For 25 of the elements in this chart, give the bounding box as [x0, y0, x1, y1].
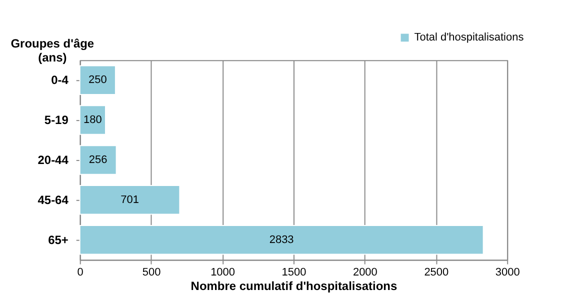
x-tick-label: 1500	[282, 266, 306, 278]
data-label: 250	[88, 74, 107, 86]
x-tick-label: 500	[142, 266, 161, 278]
data-label: 180	[84, 114, 102, 126]
bar	[79, 105, 106, 135]
data-label: 701	[120, 194, 139, 206]
y-tick-label: 45-64	[38, 192, 69, 207]
bar	[79, 65, 116, 95]
bar	[79, 224, 484, 255]
y-tick-label: 0-4	[51, 73, 69, 88]
y-tick-label: 65+	[48, 232, 68, 247]
x-tick-label: 0	[77, 266, 84, 278]
x-tick-label: 2500	[424, 266, 449, 278]
bar	[79, 185, 180, 215]
y-tick-label: 5-19	[44, 113, 69, 128]
x-tick-label: 1000	[210, 266, 235, 278]
data-label: 256	[88, 154, 108, 166]
y-tick-label: 20-44	[38, 152, 69, 167]
x-axis-title: Nombre cumulatif d'hospitalisations	[190, 279, 398, 294]
data-label: 2833	[269, 234, 294, 246]
x-tick-label: 2000	[352, 266, 378, 278]
y-axis-title: Groupes d'âge (ans)	[10, 36, 94, 65]
x-tick-label: 3000	[495, 266, 520, 278]
legend-label: Total d'hospitalisations	[414, 32, 524, 44]
bar	[79, 145, 117, 175]
